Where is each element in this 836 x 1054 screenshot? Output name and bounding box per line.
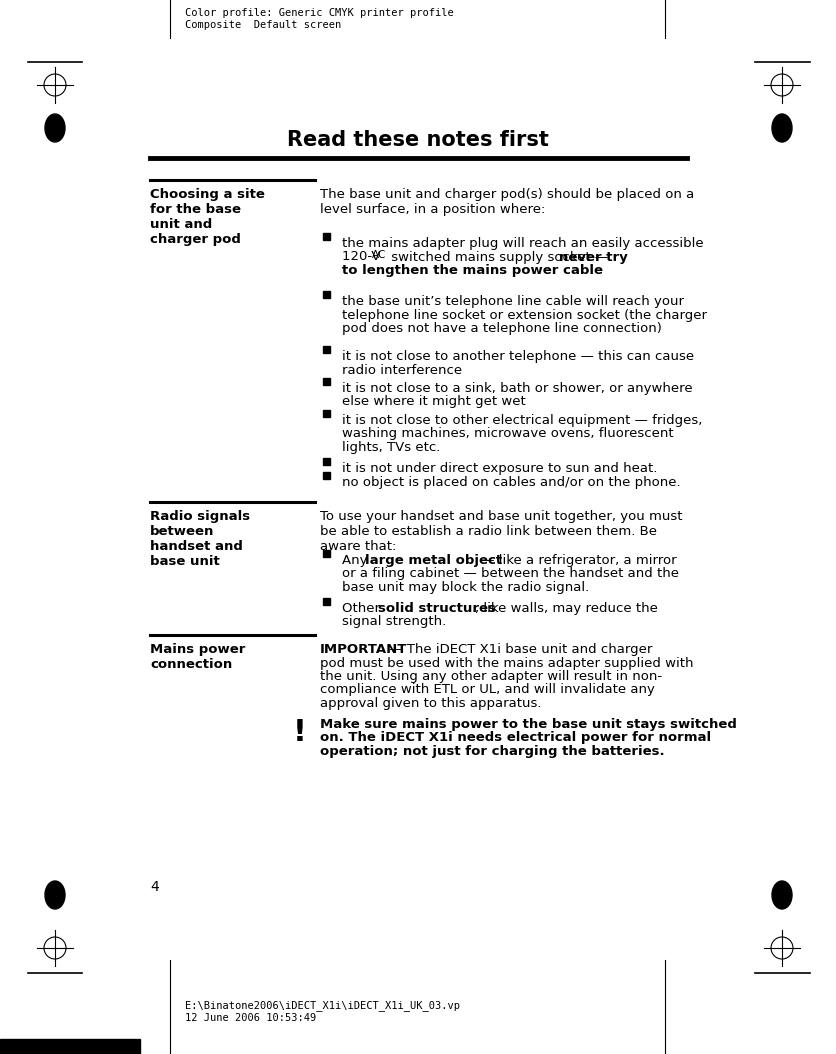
Bar	[323, 550, 329, 557]
Text: compliance with ETL or UL, and will invalidate any: compliance with ETL or UL, and will inva…	[319, 683, 654, 697]
Text: base unit may block the radio signal.: base unit may block the radio signal.	[342, 581, 589, 594]
Bar	[323, 598, 329, 605]
Text: the base unit’s telephone line cable will reach your: the base unit’s telephone line cable wil…	[342, 295, 683, 308]
Text: pod does not have a telephone line connection): pod does not have a telephone line conne…	[342, 323, 661, 335]
Text: lights, TVs etc.: lights, TVs etc.	[342, 441, 440, 454]
Text: the unit. Using any other adapter will result in non-: the unit. Using any other adapter will r…	[319, 670, 661, 683]
Bar	[323, 378, 329, 385]
Text: never try: never try	[558, 251, 627, 264]
Ellipse shape	[45, 881, 65, 909]
Bar	[323, 346, 329, 353]
Bar	[323, 472, 329, 479]
Text: to lengthen the mains power cable: to lengthen the mains power cable	[342, 264, 602, 277]
Text: or a filing cabinet — between the handset and the: or a filing cabinet — between the handse…	[342, 567, 678, 581]
Text: it is not close to other electrical equipment — fridges,: it is not close to other electrical equi…	[342, 414, 701, 427]
Bar	[323, 291, 329, 298]
Text: Mains power
connection: Mains power connection	[150, 643, 245, 671]
Text: Make sure mains power to the base unit stays switched: Make sure mains power to the base unit s…	[319, 718, 736, 731]
Text: , like walls, may reduce the: , like walls, may reduce the	[475, 602, 657, 614]
Text: — The iDECT X1i base unit and charger: — The iDECT X1i base unit and charger	[385, 643, 651, 656]
Text: no object is placed on cables and/or on the phone.: no object is placed on cables and/or on …	[342, 476, 680, 489]
Text: Read these notes first: Read these notes first	[287, 130, 548, 150]
Text: 4: 4	[150, 880, 159, 894]
Bar	[323, 458, 329, 465]
Text: switched mains supply socket —: switched mains supply socket —	[386, 251, 612, 264]
Text: Choosing a site
for the base
unit and
charger pod: Choosing a site for the base unit and ch…	[150, 188, 264, 246]
Text: washing machines, microwave ovens, fluorescent: washing machines, microwave ovens, fluor…	[342, 428, 673, 441]
Text: else where it might get wet: else where it might get wet	[342, 395, 525, 409]
Text: IMPORTANT: IMPORTANT	[319, 643, 407, 656]
Text: it is not close to another telephone — this can cause: it is not close to another telephone — t…	[342, 350, 693, 363]
Text: !: !	[293, 718, 307, 747]
Text: it is not under direct exposure to sun and heat.: it is not under direct exposure to sun a…	[342, 462, 656, 475]
Text: pod must be used with the mains adapter supplied with: pod must be used with the mains adapter …	[319, 657, 693, 669]
Text: To use your handset and base unit together, you must
be able to establish a radi: To use your handset and base unit togeth…	[319, 510, 681, 553]
Text: on. The iDECT X1i needs electrical power for normal: on. The iDECT X1i needs electrical power…	[319, 731, 711, 744]
Bar	[323, 233, 329, 240]
Ellipse shape	[771, 114, 791, 142]
Text: telephone line socket or extension socket (the charger: telephone line socket or extension socke…	[342, 309, 706, 321]
Text: Color profile: Generic CMYK printer profile
Composite  Default screen: Color profile: Generic CMYK printer prof…	[185, 8, 453, 30]
Text: Any: Any	[342, 554, 371, 567]
Text: approval given to this apparatus.: approval given to this apparatus.	[319, 697, 541, 710]
Ellipse shape	[771, 881, 791, 909]
Text: radio interference: radio interference	[342, 364, 461, 376]
Text: solid structures: solid structures	[378, 602, 495, 614]
Text: it is not close to a sink, bath or shower, or anywhere: it is not close to a sink, bath or showe…	[342, 382, 692, 395]
Text: Radio signals
between
handset and
base unit: Radio signals between handset and base u…	[150, 510, 250, 568]
Ellipse shape	[45, 114, 65, 142]
Text: operation; not just for charging the batteries.: operation; not just for charging the bat…	[319, 745, 664, 758]
Text: AC: AC	[371, 251, 386, 260]
Bar	[0, 1039, 140, 1054]
Text: the mains adapter plug will reach an easily accessible: the mains adapter plug will reach an eas…	[342, 237, 703, 250]
Text: Other: Other	[342, 602, 384, 614]
Text: large metal object: large metal object	[364, 554, 502, 567]
Text: — like a refrigerator, a mirror: — like a refrigerator, a mirror	[477, 554, 675, 567]
Text: 120-V: 120-V	[342, 251, 385, 264]
Text: signal strength.: signal strength.	[342, 616, 446, 628]
Text: The base unit and charger pod(s) should be placed on a
level surface, in a posit: The base unit and charger pod(s) should …	[319, 188, 693, 216]
Bar	[323, 410, 329, 417]
Text: E:\Binatone2006\iDECT_X1i\iDECT_X1i_UK_03.vp
12 June 2006 10:53:49: E:\Binatone2006\iDECT_X1i\iDECT_X1i_UK_0…	[185, 1000, 460, 1022]
